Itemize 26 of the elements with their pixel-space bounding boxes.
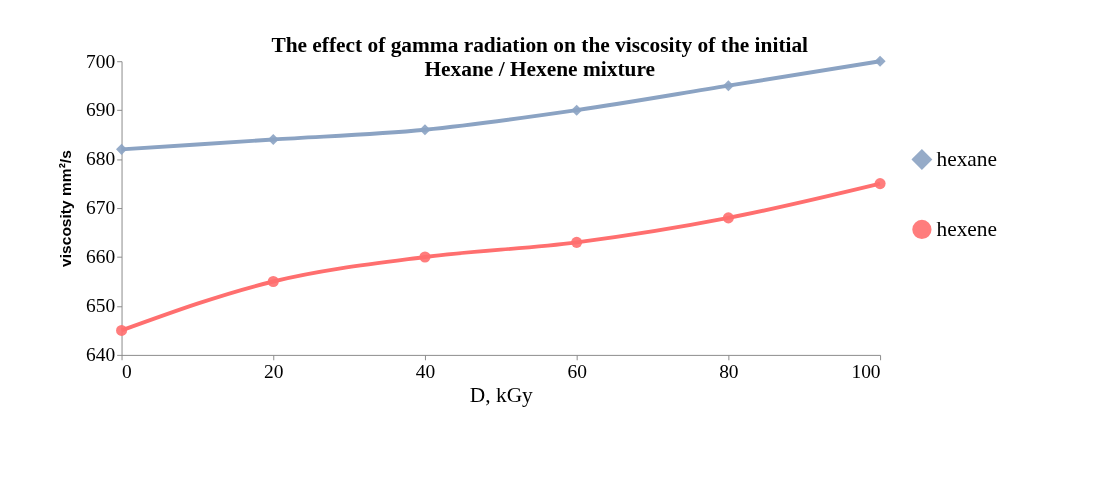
y-tick-label: 670 [86,197,116,219]
legend-label: hexene [936,217,998,242]
chart-title: The effect of gamma radiation on the viscosity of the initial Hexane / Hexene mixture [271,33,809,81]
x-tick-label: 40 [415,360,436,382]
x-tick-label: 100 [851,360,881,382]
y-tick-label: 690 [86,99,116,121]
point [116,324,128,336]
y-tick-label: 660 [86,246,116,268]
y-tick-label: 680 [86,148,116,170]
point [571,104,583,116]
point [722,80,734,92]
point [267,275,279,288]
y-axis-title: viscosity mm²/s [57,149,75,267]
point [722,212,734,224]
x-tick-label: 0 [122,360,132,382]
legend-label: hexane [936,147,998,172]
y-tick-label: 700 [86,50,116,72]
x-tick-label: 20 [264,360,284,382]
x-tick-label: 60 [567,360,587,382]
x-axis-title: D, kGy [469,383,534,408]
y-tick-label: 650 [86,295,116,317]
x-tick-label: 80 [719,360,739,382]
y-tick-label: 640 [86,344,116,366]
point [571,236,583,248]
point [874,178,886,190]
point [419,251,431,263]
